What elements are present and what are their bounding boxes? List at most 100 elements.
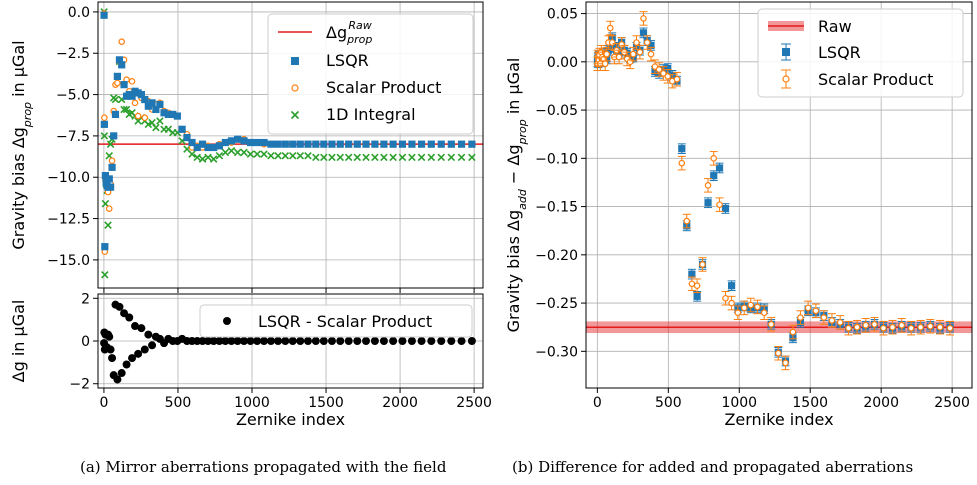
legend-marker-diff <box>223 317 231 325</box>
b-xtick-label: 2000 <box>863 395 899 411</box>
a-top-point <box>260 150 268 158</box>
panel-a-bottom-ylabel: Δg in µGal <box>9 300 28 383</box>
a-top-point <box>246 138 255 147</box>
a-top-point-stroke <box>353 153 362 162</box>
a-top-ytick-label: −2.5 <box>56 46 90 62</box>
a-top-point-stroke <box>246 150 255 158</box>
a-top-point-stroke <box>204 153 212 162</box>
a-top-point-stroke <box>122 105 131 114</box>
a-top-point <box>320 140 328 148</box>
a-top-point <box>398 153 407 162</box>
a-top-point <box>344 153 353 162</box>
a-top-point <box>188 138 196 147</box>
b-point <box>946 324 954 332</box>
panel-b-ylabel-part: prop <box>516 119 529 145</box>
a-top-point <box>267 151 275 160</box>
a-top-point <box>328 140 336 148</box>
b-point <box>615 53 623 61</box>
a-top-ytick-label: −10.0 <box>47 170 90 186</box>
b-point <box>606 24 614 32</box>
a-top-point <box>227 137 236 145</box>
a-top-point <box>246 150 255 158</box>
a-top-point <box>122 105 131 114</box>
a-top-point-stroke <box>336 153 345 162</box>
b-point <box>836 319 844 326</box>
a-top-point <box>169 110 177 119</box>
a-top-point-stroke <box>427 153 436 162</box>
a-top-point-stroke <box>233 148 242 157</box>
a-bottom-ytick-label: 0 <box>81 334 90 350</box>
a-bottom-point <box>311 337 320 345</box>
a-top-point-stroke <box>209 155 218 163</box>
a-bottom-point <box>148 341 157 350</box>
a-top-point-stroke <box>380 153 388 162</box>
a-bottom-point <box>115 302 124 311</box>
a-top-point-stroke <box>274 151 282 160</box>
a-top-point <box>437 140 445 148</box>
legend-label-3: 1D Integral <box>326 105 416 124</box>
legend-marker-3 <box>290 110 300 120</box>
a-top-point-stroke <box>267 151 275 160</box>
a-top-point <box>468 140 476 148</box>
b-point <box>820 314 828 321</box>
a-bottom-xtick-label: 2500 <box>456 395 492 411</box>
a-top-point <box>118 38 125 45</box>
a-top-point <box>408 140 416 148</box>
b-xtick-label: 2500 <box>934 395 970 411</box>
a-top-point-stroke <box>468 153 476 162</box>
b-point <box>639 29 648 37</box>
a-bottom-point <box>362 337 371 345</box>
a-top-point-stroke <box>106 140 115 148</box>
b-point <box>722 294 729 302</box>
a-top-ytick-label: −5.0 <box>56 88 90 104</box>
a-top-point <box>427 140 435 148</box>
a-bottom-point <box>108 354 117 363</box>
panel-a-bottom-legend <box>199 304 473 338</box>
a-top-point <box>281 140 289 148</box>
b-point <box>655 66 663 73</box>
a-bottom-point <box>389 337 398 345</box>
a-top-point-stroke <box>101 199 110 208</box>
a-top-point-stroke <box>371 153 379 162</box>
a-top-point <box>457 140 466 148</box>
a-top-point-stroke <box>344 153 353 162</box>
a-top-point <box>215 142 224 150</box>
b-point <box>767 321 775 328</box>
b-point <box>789 328 797 336</box>
a-bottom-point <box>407 337 416 345</box>
b-point <box>664 73 672 80</box>
a-top-point <box>260 138 268 147</box>
a-top-point-stroke <box>100 132 109 140</box>
a-bottom-point <box>370 337 379 345</box>
a-bottom-point <box>117 369 126 378</box>
panel-a-top-ylabel-part: prop <box>21 102 34 128</box>
a-top-point-stroke <box>304 151 312 160</box>
b-point <box>618 41 625 48</box>
a-top-point-stroke <box>320 153 328 162</box>
b-ytick-label: 0.00 <box>547 55 578 71</box>
a-bottom-point <box>327 337 336 345</box>
panel-b-ylabel-part: in µGal <box>504 58 523 120</box>
legend-label-raw-b: Raw <box>818 17 852 36</box>
a-top-point <box>193 153 201 162</box>
panel-b-ylabel-part: − Δg <box>504 144 523 189</box>
b-xtick-label: 1500 <box>792 395 828 411</box>
b-point <box>754 303 761 311</box>
a-top-point <box>118 61 126 69</box>
a-bottom-point <box>209 337 218 345</box>
a-top-point-stroke <box>156 117 164 125</box>
b-point <box>683 217 691 225</box>
b-point <box>715 164 724 172</box>
a-top-point <box>134 112 142 120</box>
a-top-point <box>113 72 121 80</box>
a-bottom-point <box>233 337 242 345</box>
legend-label-raw-part: prop <box>346 33 372 46</box>
b-point <box>603 50 611 58</box>
a-top-point-stroke <box>152 123 160 132</box>
b-point <box>608 39 616 46</box>
a-top-point <box>408 153 416 162</box>
a-bottom-point <box>128 354 137 363</box>
b-point <box>728 282 736 290</box>
b-point <box>740 304 748 312</box>
a-bottom-point <box>467 337 476 345</box>
